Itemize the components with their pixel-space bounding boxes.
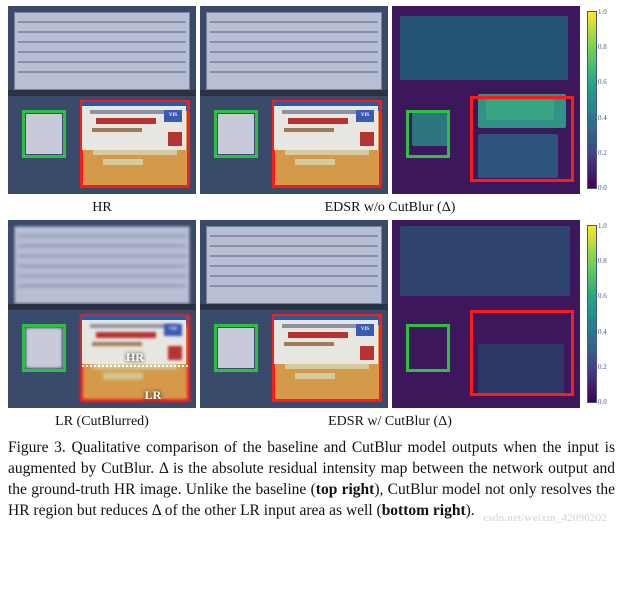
panel-edsr-wo-heatmap	[392, 6, 580, 194]
colorbar-gradient-icon	[588, 226, 596, 402]
heatmap-bottom	[392, 220, 580, 408]
back-board	[14, 12, 190, 90]
label-lr: LR (CutBlurred)	[8, 412, 196, 430]
heatmap-top	[392, 6, 580, 194]
panel-edsr-w-heatmap	[392, 220, 580, 408]
colorbar-tick: 0.6	[598, 292, 607, 300]
caption-lead: Figure 3.	[8, 439, 66, 456]
caption-end: ).	[466, 502, 475, 519]
colorbar-tick: 0.0	[598, 184, 607, 192]
visa-icon: VIS	[164, 110, 182, 122]
colorbar-top: 1.00.80.60.40.20.0	[588, 6, 600, 194]
red-rect	[470, 310, 574, 396]
colorbar-tick: 0.4	[598, 114, 607, 122]
colorbar-tick: 1.0	[598, 222, 607, 230]
label-edsr-wo: EDSR w/o CutBlur (Δ)	[200, 198, 580, 216]
watermark: csdn.net/weixin_42096202	[483, 512, 607, 524]
colorbar-tick: 1.0	[598, 8, 607, 16]
figure-grid: VIS VIS 1.00.80.60.40.20.0 HR EDSR w/o	[8, 6, 615, 430]
figure-caption: Figure 3. Qualitative comparison of the …	[8, 438, 615, 522]
card: VIS	[82, 102, 186, 150]
edsr-wo-image: VIS	[200, 6, 388, 194]
colorbar-tick: 0.2	[598, 149, 607, 157]
colorbar-tick: 0.4	[598, 328, 607, 336]
colorbar-tick: 0.6	[598, 78, 607, 86]
hr-image: VIS	[8, 6, 196, 194]
edsr-w-image: VIS	[200, 220, 388, 408]
green-rect	[22, 110, 66, 158]
colorbar-gradient-icon	[588, 12, 596, 188]
label-hr: HR	[8, 198, 196, 216]
colorbar-tick: 0.0	[598, 398, 607, 406]
label-edsr-w: EDSR w/ CutBlur (Δ)	[200, 412, 580, 430]
colorbar-tick: 0.2	[598, 363, 607, 371]
caption-bold2: bottom right	[382, 502, 466, 519]
colorbar-bottom: 1.00.80.60.40.20.0	[588, 220, 600, 408]
red-rect	[470, 96, 574, 182]
panel-hr: VIS	[8, 6, 196, 194]
panel-lr: VIS HR LR	[8, 220, 196, 408]
colorbar-tick: 0.8	[598, 43, 607, 51]
panel-edsr-w-photo: VIS	[200, 220, 388, 408]
annot-lr: LR	[118, 388, 188, 403]
split-line	[82, 365, 188, 367]
lr-image: VIS HR LR	[8, 220, 196, 408]
panel-edsr-wo-photo: VIS	[200, 6, 388, 194]
annot-hr: HR	[100, 350, 170, 365]
colorbar-tick: 0.8	[598, 257, 607, 265]
caption-bold1: top right	[316, 481, 375, 498]
